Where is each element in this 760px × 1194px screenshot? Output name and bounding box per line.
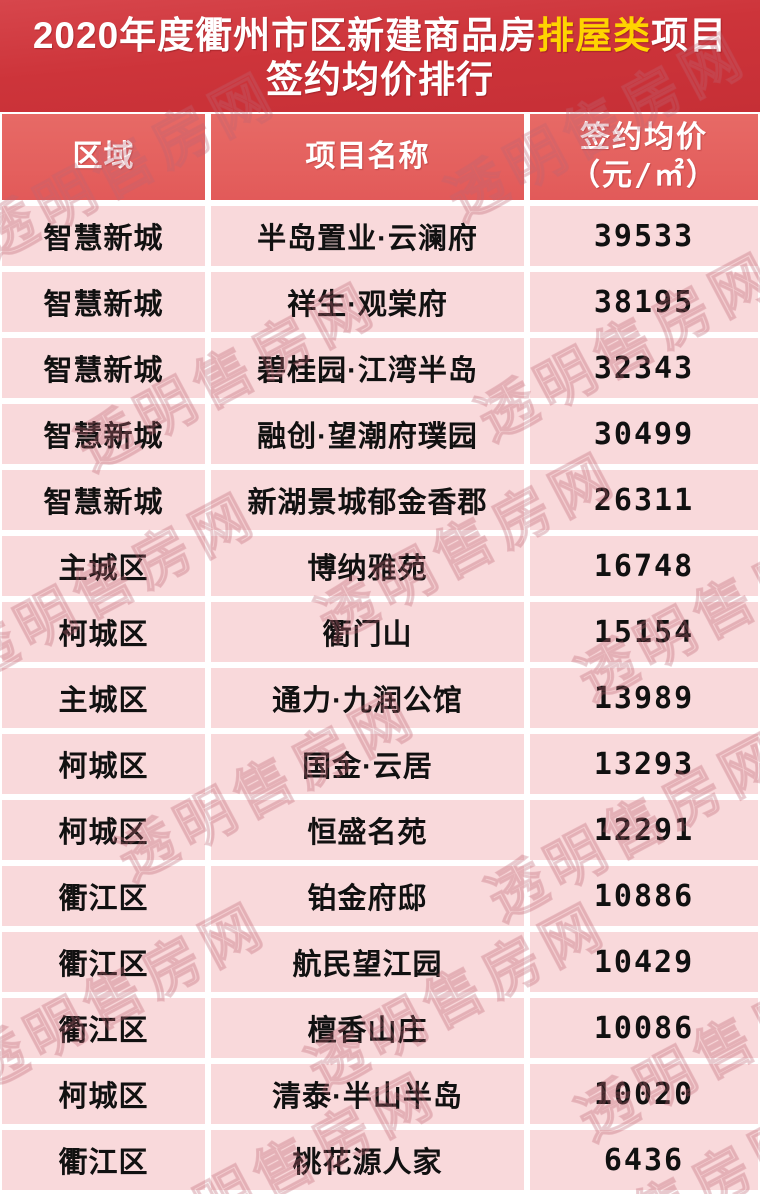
project-cell: 航民望江园 bbox=[211, 932, 524, 992]
price-header-line1: 签约均价 bbox=[580, 120, 708, 155]
price-cell: 10086 bbox=[530, 998, 758, 1058]
price-cell: 13989 bbox=[530, 668, 758, 728]
project-cell: 半岛置业·云澜府 bbox=[211, 206, 524, 266]
table-row: 柯城区 清泰·半山半岛 10020 bbox=[2, 1064, 758, 1124]
title-highlight: 排屋类 bbox=[537, 15, 652, 56]
table-row: 衢江区 航民望江园 10429 bbox=[2, 932, 758, 992]
title-prefix: 2020年度衢州市区新建商品房 bbox=[32, 15, 538, 56]
region-cell: 柯城区 bbox=[2, 734, 205, 794]
project-cell: 博纳雅苑 bbox=[211, 536, 524, 596]
title-line-2: 签约均价排行 bbox=[266, 59, 494, 100]
table-row: 衢江区 铂金府邸 10886 bbox=[2, 866, 758, 926]
table-row: 衢江区 桃花源人家 6436 bbox=[2, 1130, 758, 1190]
region-cell: 主城区 bbox=[2, 536, 205, 596]
project-cell: 桃花源人家 bbox=[211, 1130, 524, 1190]
title-suffix: 项目 bbox=[651, 15, 728, 56]
project-cell: 新湖景城郁金香郡 bbox=[211, 470, 524, 530]
price-header-line2: （元/㎡） bbox=[569, 158, 719, 193]
price-cell: 16748 bbox=[530, 536, 758, 596]
price-cell: 39533 bbox=[530, 206, 758, 266]
region-cell: 柯城区 bbox=[2, 800, 205, 860]
table-row: 智慧新城 半岛置业·云澜府 39533 bbox=[2, 206, 758, 266]
table-row: 智慧新城 祥生·观棠府 38195 bbox=[2, 272, 758, 332]
region-cell: 衢江区 bbox=[2, 1130, 205, 1190]
region-cell: 衢江区 bbox=[2, 866, 205, 926]
table-row: 柯城区 衢门山 15154 bbox=[2, 602, 758, 662]
project-cell: 清泰·半山半岛 bbox=[211, 1064, 524, 1124]
region-cell: 智慧新城 bbox=[2, 206, 205, 266]
price-cell: 10886 bbox=[530, 866, 758, 926]
table-header-row: 区域 项目名称 签约均价 （元/㎡） bbox=[2, 114, 758, 200]
region-cell: 智慧新城 bbox=[2, 404, 205, 464]
table-row: 衢江区 檀香山庄 10086 bbox=[2, 998, 758, 1058]
table-row: 柯城区 恒盛名苑 12291 bbox=[2, 800, 758, 860]
region-cell: 衢江区 bbox=[2, 998, 205, 1058]
region-cell: 柯城区 bbox=[2, 1064, 205, 1124]
region-cell: 智慧新城 bbox=[2, 272, 205, 332]
project-cell: 通力·九润公馆 bbox=[211, 668, 524, 728]
page-title: 2020年度衢州市区新建商品房排屋类项目 签约均价排行 bbox=[0, 0, 760, 112]
title-line-1: 2020年度衢州市区新建商品房排屋类项目 bbox=[0, 14, 760, 58]
table-row: 智慧新城 融创·望潮府璞园 30499 bbox=[2, 404, 758, 464]
project-cell: 铂金府邸 bbox=[211, 866, 524, 926]
price-cell: 26311 bbox=[530, 470, 758, 530]
column-header-region: 区域 bbox=[2, 114, 205, 200]
table-row: 智慧新城 碧桂园·江湾半岛 32343 bbox=[2, 338, 758, 398]
project-cell: 恒盛名苑 bbox=[211, 800, 524, 860]
price-cell: 38195 bbox=[530, 272, 758, 332]
table-row: 主城区 博纳雅苑 16748 bbox=[2, 536, 758, 596]
price-cell: 12291 bbox=[530, 800, 758, 860]
region-cell: 衢江区 bbox=[2, 932, 205, 992]
project-cell: 祥生·观棠府 bbox=[211, 272, 524, 332]
region-cell: 智慧新城 bbox=[2, 338, 205, 398]
project-cell: 融创·望潮府璞园 bbox=[211, 404, 524, 464]
column-header-price: 签约均价 （元/㎡） bbox=[530, 114, 758, 200]
table-row: 主城区 通力·九润公馆 13989 bbox=[2, 668, 758, 728]
project-cell: 衢门山 bbox=[211, 602, 524, 662]
project-cell: 檀香山庄 bbox=[211, 998, 524, 1058]
price-cell: 32343 bbox=[530, 338, 758, 398]
price-cell: 15154 bbox=[530, 602, 758, 662]
table-row: 智慧新城 新湖景城郁金香郡 26311 bbox=[2, 470, 758, 530]
project-cell: 国金·云居 bbox=[211, 734, 524, 794]
project-cell: 碧桂园·江湾半岛 bbox=[211, 338, 524, 398]
price-cell: 6436 bbox=[530, 1130, 758, 1190]
region-cell: 智慧新城 bbox=[2, 470, 205, 530]
column-header-project: 项目名称 bbox=[211, 114, 524, 200]
price-cell: 10429 bbox=[530, 932, 758, 992]
price-cell: 30499 bbox=[530, 404, 758, 464]
region-cell: 柯城区 bbox=[2, 602, 205, 662]
price-ranking-table: 区域 项目名称 签约均价 （元/㎡） 智慧新城 半岛置业·云澜府 39533 智… bbox=[0, 112, 760, 1190]
price-cell: 13293 bbox=[530, 734, 758, 794]
price-cell: 10020 bbox=[530, 1064, 758, 1124]
region-cell: 主城区 bbox=[2, 668, 205, 728]
table-row: 柯城区 国金·云居 13293 bbox=[2, 734, 758, 794]
